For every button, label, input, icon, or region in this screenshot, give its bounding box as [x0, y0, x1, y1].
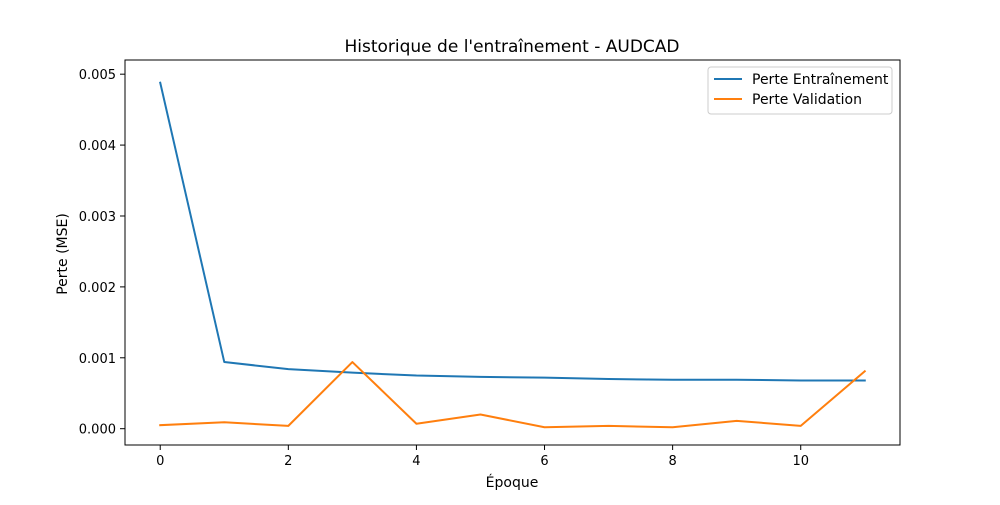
x-tick-label: 6	[540, 454, 548, 469]
x-tick-label: 2	[284, 454, 292, 469]
series-line-2	[159, 361, 867, 429]
y-tick-label: 0.001	[79, 352, 116, 367]
y-tick-label: 0.002	[79, 281, 116, 296]
y-tick-label: 0.000	[79, 423, 116, 438]
chart-title: Historique de l'entraînement - AUDCAD	[344, 37, 679, 57]
y-axis-title: Perte (MSE)	[55, 213, 71, 295]
plot-area: 0 2 4 6 8 10 0.000 0.001 0.002 0.003 0.004 0.005	[79, 59, 901, 469]
y-tick-label: 0.003	[79, 210, 116, 225]
x-tick-label: 4	[412, 454, 420, 469]
legend-label-1: Perte Entraînement	[752, 72, 889, 88]
series-line-1	[159, 81, 866, 382]
x-axis-title: Époque	[486, 474, 539, 491]
legend-box	[707, 66, 893, 115]
x-tick-label: 10	[792, 454, 809, 469]
plot-frame	[124, 59, 901, 446]
x-tick-label: 8	[668, 454, 676, 469]
y-tick-label: 0.004	[79, 139, 116, 154]
legend-label-2: Perte Validation	[752, 92, 862, 108]
y-tick-label: 0.005	[79, 68, 116, 83]
x-tick-label: 0	[156, 454, 164, 469]
legend: Perte Entraînement Perte Validation	[707, 66, 893, 115]
